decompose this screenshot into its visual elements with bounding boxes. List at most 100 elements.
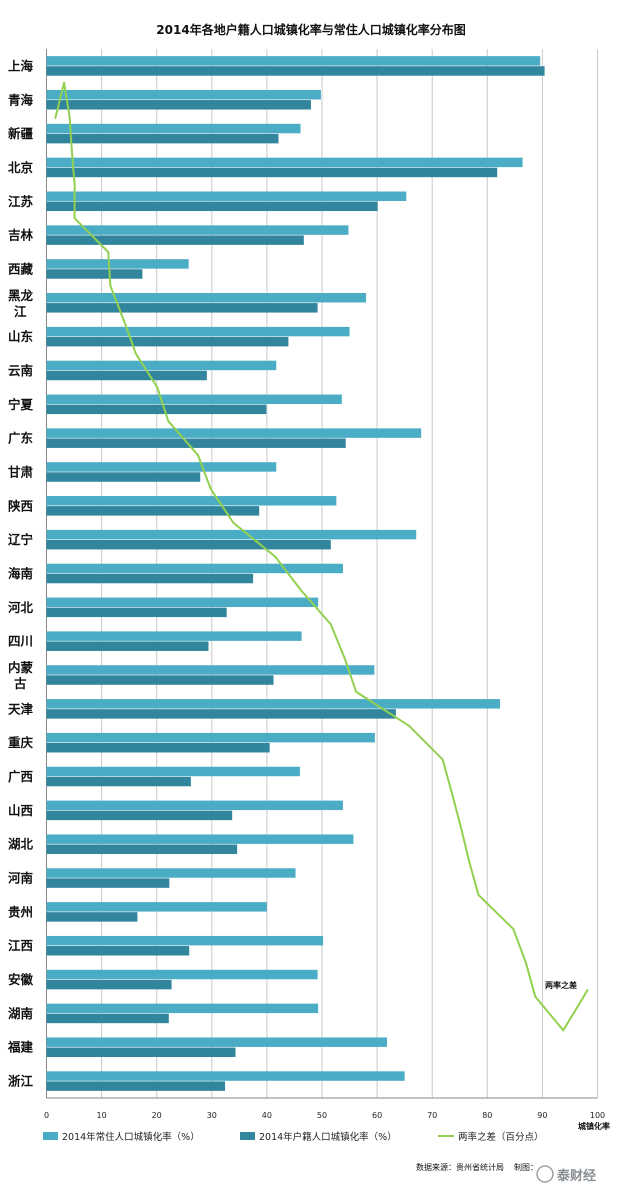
watermark-logo-icon	[536, 1165, 554, 1183]
bar-resident	[46, 56, 541, 66]
bar-household	[46, 269, 143, 279]
legend-swatch-resident	[43, 1132, 58, 1140]
bar-household	[46, 1047, 236, 1058]
category-label: 吉林	[8, 228, 34, 243]
bar-resident	[46, 665, 375, 675]
bar-resident	[46, 935, 324, 946]
bar-household	[46, 912, 138, 922]
gap-line-point	[73, 183, 76, 186]
category-label: 浙江	[8, 1074, 34, 1089]
gap-line-point	[107, 251, 110, 253]
gap-line-point	[197, 454, 199, 456]
bar-resident	[46, 1071, 405, 1081]
bar-resident	[46, 969, 318, 980]
bar-household	[46, 1081, 226, 1091]
maker-note: 制图：	[514, 1162, 538, 1172]
bar-resident	[46, 902, 267, 912]
category-label: 辽宁	[8, 532, 33, 547]
category-label: 四川	[8, 634, 33, 649]
category-label: 广西	[8, 769, 33, 784]
category-label-line: 内蒙	[8, 660, 34, 675]
bar-resident	[46, 1037, 388, 1047]
category-label: 山西	[8, 803, 33, 818]
bar-resident	[46, 462, 277, 472]
bar-series	[46, 56, 545, 1091]
gap-line-point	[73, 217, 76, 220]
gap-line-point	[167, 420, 170, 423]
category-label: 山东	[8, 329, 34, 344]
x-tick-label: 90	[537, 1111, 547, 1120]
x-tick-label: 0	[44, 1111, 49, 1120]
legend-swatch-household	[240, 1132, 255, 1140]
bar-resident	[46, 89, 321, 100]
bar-resident	[46, 800, 343, 811]
bar-household	[46, 167, 498, 178]
category-label: 新疆	[8, 126, 34, 141]
gap-line-point	[441, 758, 444, 761]
bar-household	[46, 776, 191, 787]
gridlines	[46, 49, 598, 1099]
watermark-text: 泰财经	[556, 1168, 596, 1184]
category-label-line: 江	[14, 304, 27, 319]
category-label: 北京	[8, 160, 34, 175]
bar-resident	[46, 699, 500, 709]
bar-household	[46, 709, 396, 719]
gap-line-point	[343, 657, 346, 659]
gap-line-point	[70, 149, 73, 152]
category-label: 云南	[8, 363, 34, 378]
bar-household	[46, 641, 209, 651]
category-label: 安徽	[8, 972, 34, 987]
x-tick-labels: 0 10 20 30 40 50 60 70 80 90 100	[44, 1111, 605, 1120]
bar-household	[46, 607, 227, 618]
gap-line-point	[68, 115, 71, 118]
gap-line-point	[54, 117, 57, 119]
gap-line-point	[134, 352, 137, 355]
bar-household	[46, 336, 289, 347]
bar-resident	[46, 157, 523, 168]
category-label-line: 黑龙	[8, 288, 34, 303]
bar-household	[46, 946, 190, 956]
gap-line	[54, 81, 589, 1032]
gap-line-point	[534, 995, 537, 998]
category-label: 河北	[8, 600, 34, 615]
gap-line-point	[300, 589, 302, 592]
gap-line-point	[468, 860, 471, 863]
category-label: 青海	[8, 92, 34, 107]
category-label: 广东	[8, 431, 34, 446]
bar-resident	[46, 225, 349, 235]
legend-label-household: 2014年户籍人口城镇化率（%）	[259, 1131, 397, 1143]
bar-resident	[46, 428, 422, 438]
category-label: 福建	[7, 1040, 34, 1055]
bar-household	[46, 506, 260, 516]
category-label: 江西	[8, 938, 33, 953]
gap-line-point	[586, 989, 589, 991]
bar-resident	[46, 123, 301, 134]
gap-line-point	[329, 623, 332, 626]
category-label: 贵州	[8, 904, 33, 919]
category-label: 河南	[8, 871, 34, 886]
bar-resident	[46, 529, 417, 540]
bar-household	[46, 66, 545, 76]
bar-household	[46, 675, 274, 685]
bar-resident	[46, 496, 337, 506]
x-tick-label: 80	[482, 1111, 492, 1120]
bar-household	[46, 100, 311, 110]
x-tick-label: 30	[207, 1111, 217, 1120]
gap-line-point	[477, 894, 480, 896]
gap-line-point	[524, 961, 527, 964]
bar-resident	[46, 597, 319, 608]
bar-household	[46, 742, 270, 753]
gap-line-point	[408, 724, 410, 727]
x-tick-label: 20	[152, 1111, 162, 1120]
gap-line-point	[209, 488, 212, 490]
gap-line-point	[459, 826, 462, 829]
bar-resident	[46, 732, 375, 743]
bar-household	[46, 844, 238, 854]
bar-resident	[46, 1003, 319, 1014]
bar-resident	[46, 191, 407, 201]
category-label: 内蒙古	[8, 660, 34, 691]
bar-resident	[46, 834, 354, 844]
gap-line-point	[274, 555, 277, 558]
bar-household	[46, 370, 207, 381]
